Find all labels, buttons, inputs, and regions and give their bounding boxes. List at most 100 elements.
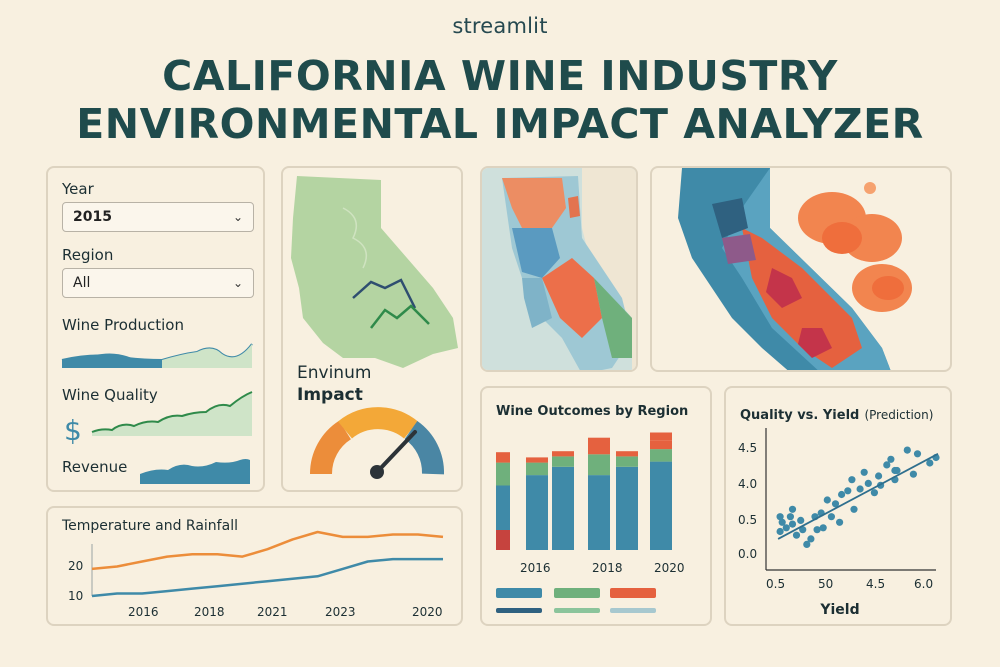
x-tick-label: 2023 <box>325 605 356 619</box>
y-tick-label: 4.5 <box>738 441 757 455</box>
x-tick-label: 0.5 <box>766 577 785 591</box>
chevron-down-icon: ⌄ <box>232 210 243 224</box>
scatter-point <box>792 531 801 539</box>
quality-sparkline <box>91 391 253 436</box>
bar-segment <box>496 462 510 486</box>
trend-line <box>777 453 939 540</box>
y-tick-label: 20 <box>68 559 83 573</box>
scatter-point <box>782 524 790 532</box>
series-line-1 <box>91 557 443 598</box>
outcomes-title: Wine Outcomes by Region <box>496 404 689 419</box>
control-panel: Year 2015 ⌄ Region All ⌄ Wine Production… <box>46 166 265 492</box>
scatter-point <box>856 485 864 493</box>
revenue-sparkline <box>140 459 250 484</box>
x-tick-label: 2020 <box>412 605 443 619</box>
production-sparkline <box>61 343 253 368</box>
scatter-point <box>860 468 868 476</box>
x-tick-label: 2021 <box>257 605 288 619</box>
bar-segment <box>552 451 574 457</box>
x-tick-label: 50 <box>818 577 833 591</box>
scatter-point <box>903 446 911 454</box>
scatter-chart: 4.5 4.0 0.5 0.0 0.5 50 4.5 6.0 <box>738 428 940 591</box>
bar-segment <box>616 456 638 467</box>
dollar-icon: $ <box>64 414 82 447</box>
year-select[interactable]: 2015 ⌄ <box>62 202 254 232</box>
scatter-point <box>799 526 807 534</box>
scatter-point <box>786 513 794 521</box>
bar-segment <box>616 451 638 457</box>
bar-segment <box>650 461 672 550</box>
legend-swatch <box>554 588 600 598</box>
x-tick-label: 2018 <box>592 561 623 575</box>
legend-swatch <box>496 608 542 613</box>
region-label: Region <box>62 246 114 264</box>
outcomes-panel: Wine Outcomes by Region 2016 2018 2020 <box>480 386 712 626</box>
bar-segment <box>526 457 548 463</box>
scatter-point <box>776 513 784 521</box>
region-map <box>482 168 636 370</box>
scatter-point <box>913 450 922 458</box>
bar-segment <box>526 475 548 550</box>
x-tick-label: 2020 <box>654 561 685 575</box>
scatter-point <box>819 524 827 532</box>
scatter-point <box>831 500 840 508</box>
scatter-point <box>844 487 852 495</box>
impact-gauge <box>309 407 444 479</box>
page-title: CALIFORNIA WINE INDUSTRY ENVIRONMENTAL I… <box>0 52 1000 148</box>
scatter-point <box>788 520 797 528</box>
temp-rain-chart: 20 10 2016 2018 2021 2023 2020 <box>68 530 444 619</box>
scatter-point <box>926 459 934 467</box>
bar-segment <box>552 456 574 467</box>
bar-segment <box>588 475 610 550</box>
bar-segment <box>588 446 610 455</box>
x-tick-label: 2018 <box>194 605 225 619</box>
california-map-green <box>291 176 458 368</box>
scatter-xlabel: Yield <box>820 602 860 618</box>
bar-segment <box>496 530 510 550</box>
bar-segment <box>650 449 672 462</box>
scatter-title-main: Quality vs. Yield <box>740 408 860 423</box>
scatter-point <box>827 513 835 521</box>
title-line-1: CALIFORNIA WINE INDUSTRY <box>162 52 838 100</box>
scatter-point <box>887 455 895 463</box>
scatter-point <box>836 518 844 526</box>
region-map-panel <box>480 166 638 372</box>
region-select-value: All <box>73 275 91 291</box>
bar-segment <box>650 432 672 441</box>
scatter-title-sub: (Prediction) <box>864 408 934 422</box>
scatter-point <box>776 527 784 536</box>
scatter-point <box>870 489 878 497</box>
scatter-point <box>813 526 821 534</box>
legend-swatch <box>496 588 542 598</box>
temp-rain-panel: Temperature and Rainfall 20 10 2016 2018 202… <box>46 506 463 626</box>
legend-swatch <box>610 588 656 598</box>
bar-segment <box>526 462 548 476</box>
impact-panel: Envinum Impact <box>281 166 463 492</box>
title-line-2: ENVIRONMENTAL IMPACT ANALYZER <box>76 100 924 148</box>
x-tick-label: 6.0 <box>914 577 933 591</box>
scatter-point <box>823 496 831 504</box>
y-tick-label: 10 <box>68 589 83 603</box>
bar-segment <box>650 440 672 450</box>
scatter-point <box>838 490 846 499</box>
gauge-hub <box>370 465 384 479</box>
region-select[interactable]: All ⌄ <box>62 268 254 298</box>
revenue-label: Revenue <box>62 458 128 476</box>
impact-title-line-1: Envinum <box>297 363 372 383</box>
brand-label: streamlit <box>452 14 548 38</box>
bar-segment <box>588 454 610 476</box>
heat-map-panel <box>650 166 952 372</box>
scatter-point <box>864 479 872 487</box>
quality-label: Wine Quality <box>62 386 158 404</box>
scatter-point <box>875 472 883 480</box>
scatter-point <box>909 470 917 478</box>
legend-swatch <box>554 608 600 613</box>
scatter-point <box>807 535 815 543</box>
year-select-value: 2015 <box>73 209 112 225</box>
bar-segment <box>616 466 638 550</box>
bar-segment <box>496 452 510 463</box>
scatter-title: Quality vs. Yield (Prediction) <box>740 404 933 423</box>
x-tick-label: 4.5 <box>866 577 885 591</box>
bar-segment <box>552 466 574 550</box>
series-line-0 <box>91 530 444 571</box>
